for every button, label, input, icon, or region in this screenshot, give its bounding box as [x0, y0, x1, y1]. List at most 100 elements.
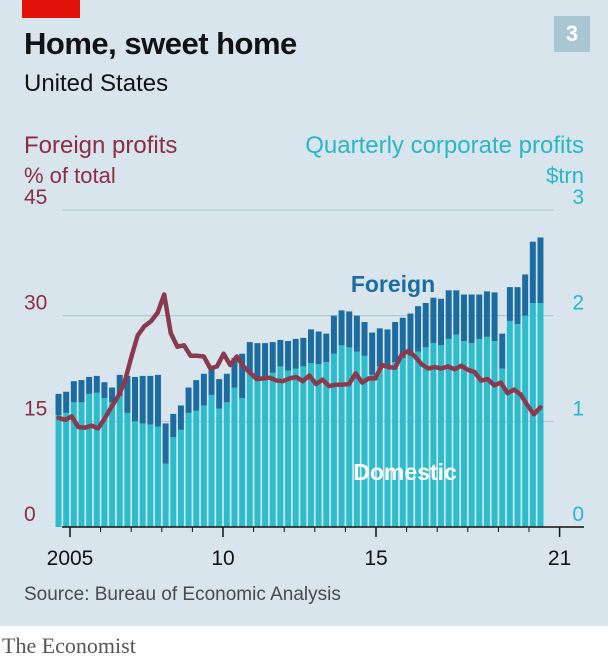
- foreign-bar: [453, 290, 460, 335]
- left-tick-label: 45: [24, 186, 47, 209]
- left-tick-label: 15: [24, 397, 47, 420]
- foreign-bar: [307, 329, 314, 364]
- foreign-bar: [330, 315, 337, 354]
- domestic-bar: [330, 353, 337, 527]
- foreign-bar: [170, 413, 177, 438]
- domestic-bar: [438, 345, 445, 527]
- domestic-bar: [483, 336, 490, 527]
- x-tick-label: 21: [548, 547, 571, 570]
- foreign-bar: [254, 343, 261, 380]
- domestic-bar: [537, 302, 544, 527]
- foreign-bar: [147, 375, 154, 425]
- foreign-bar: [460, 294, 467, 342]
- foreign-bar: [193, 380, 200, 411]
- domestic-bar: [307, 363, 314, 527]
- domestic-bar: [468, 343, 475, 527]
- foreign-bar: [445, 290, 452, 339]
- domestic-bar: [223, 402, 230, 527]
- domestic-bar: [407, 355, 414, 527]
- domestic-bar: [262, 379, 269, 527]
- domestic-bar: [63, 412, 70, 527]
- right-axis-title: Quarterly corporate profits: [305, 132, 584, 159]
- domestic-bar: [139, 423, 146, 527]
- domestic-bar: [147, 424, 154, 527]
- chart-title: Home, sweet home: [24, 26, 297, 61]
- domestic-bar: [78, 402, 85, 527]
- domestic-bar: [415, 351, 422, 527]
- chart-number-badge: 3: [554, 16, 590, 52]
- domestic-bar: [185, 412, 192, 527]
- foreign-bar: [292, 338, 299, 369]
- right-tick-label: 1: [572, 397, 584, 420]
- foreign-bar: [399, 317, 406, 358]
- foreign-bar: [376, 328, 383, 367]
- domestic-bar: [491, 341, 498, 527]
- domestic-bar: [70, 402, 77, 527]
- domestic-bar: [422, 347, 429, 527]
- domestic-bar: [269, 372, 276, 527]
- domestic-bar: [300, 366, 307, 527]
- domestic-bar: [246, 373, 253, 527]
- x-tick-label: 15: [364, 547, 387, 570]
- foreign-bar: [116, 374, 123, 396]
- foreign-bar: [315, 331, 322, 365]
- foreign-bar: [185, 387, 192, 413]
- foreign-bar: [216, 379, 223, 409]
- foreign-bar: [78, 380, 85, 403]
- domestic-bar: [216, 408, 223, 527]
- domestic-bar: [445, 338, 452, 527]
- domestic-bar: [346, 347, 353, 527]
- foreign-bar: [361, 322, 368, 356]
- domestic-bar: [522, 315, 529, 527]
- right-tick-label: 0: [572, 503, 584, 526]
- foreign-bar: [231, 357, 238, 388]
- foreign-bar: [522, 274, 529, 316]
- domestic-bar: [376, 366, 383, 527]
- domestic-bar: [460, 341, 467, 527]
- chart-subtitle: United States: [24, 70, 169, 97]
- domestic-bar: [132, 421, 139, 527]
- foreign-bar: [239, 353, 246, 399]
- foreign-bar: [154, 374, 161, 427]
- domestic-bar: [338, 345, 345, 527]
- foreign-bar: [162, 423, 169, 464]
- foreign-bar: [353, 315, 360, 352]
- foreign-bar: [277, 339, 284, 367]
- domestic-bar: [384, 368, 391, 527]
- foreign-bar: [93, 375, 100, 393]
- foreign-bar: [109, 387, 116, 403]
- foreign-bar: [285, 341, 292, 371]
- foreign-bar: [124, 375, 131, 413]
- left-axis-unit: % of total: [24, 163, 116, 188]
- domestic-bar: [208, 394, 215, 527]
- domestic-bar: [55, 414, 62, 527]
- domestic-bar: [399, 357, 406, 527]
- foreign-bar: [346, 311, 353, 348]
- foreign-bar: [63, 391, 70, 413]
- domestic-bar: [353, 351, 360, 527]
- foreign-bar: [407, 313, 414, 356]
- domestic-bar: [285, 370, 292, 527]
- right-axis-unit: $trn: [546, 163, 584, 188]
- domestic-bar: [361, 355, 368, 527]
- foreign-bar: [223, 373, 230, 403]
- left-tick-label: 0: [24, 503, 36, 526]
- foreign-bar: [323, 333, 330, 363]
- domestic-annotation: Domestic: [353, 459, 457, 485]
- foreign-bar: [476, 294, 483, 339]
- foreign-bar: [384, 329, 391, 369]
- domestic-bar: [254, 379, 261, 527]
- domestic-bar: [315, 364, 322, 527]
- domestic-bar: [162, 463, 169, 527]
- left-axis-title: Foreign profits: [24, 132, 178, 159]
- domestic-bar: [277, 366, 284, 527]
- right-tick-label: 3: [572, 186, 584, 209]
- foreign-bar: [483, 291, 490, 337]
- source-note: Source: Bureau of Economic Analysis: [24, 584, 341, 605]
- foreign-bar: [415, 306, 422, 352]
- domestic-bar: [476, 338, 483, 527]
- domestic-bar: [116, 395, 123, 527]
- domestic-bar: [323, 362, 330, 527]
- foreign-bar: [200, 373, 207, 406]
- domestic-bar: [193, 410, 200, 527]
